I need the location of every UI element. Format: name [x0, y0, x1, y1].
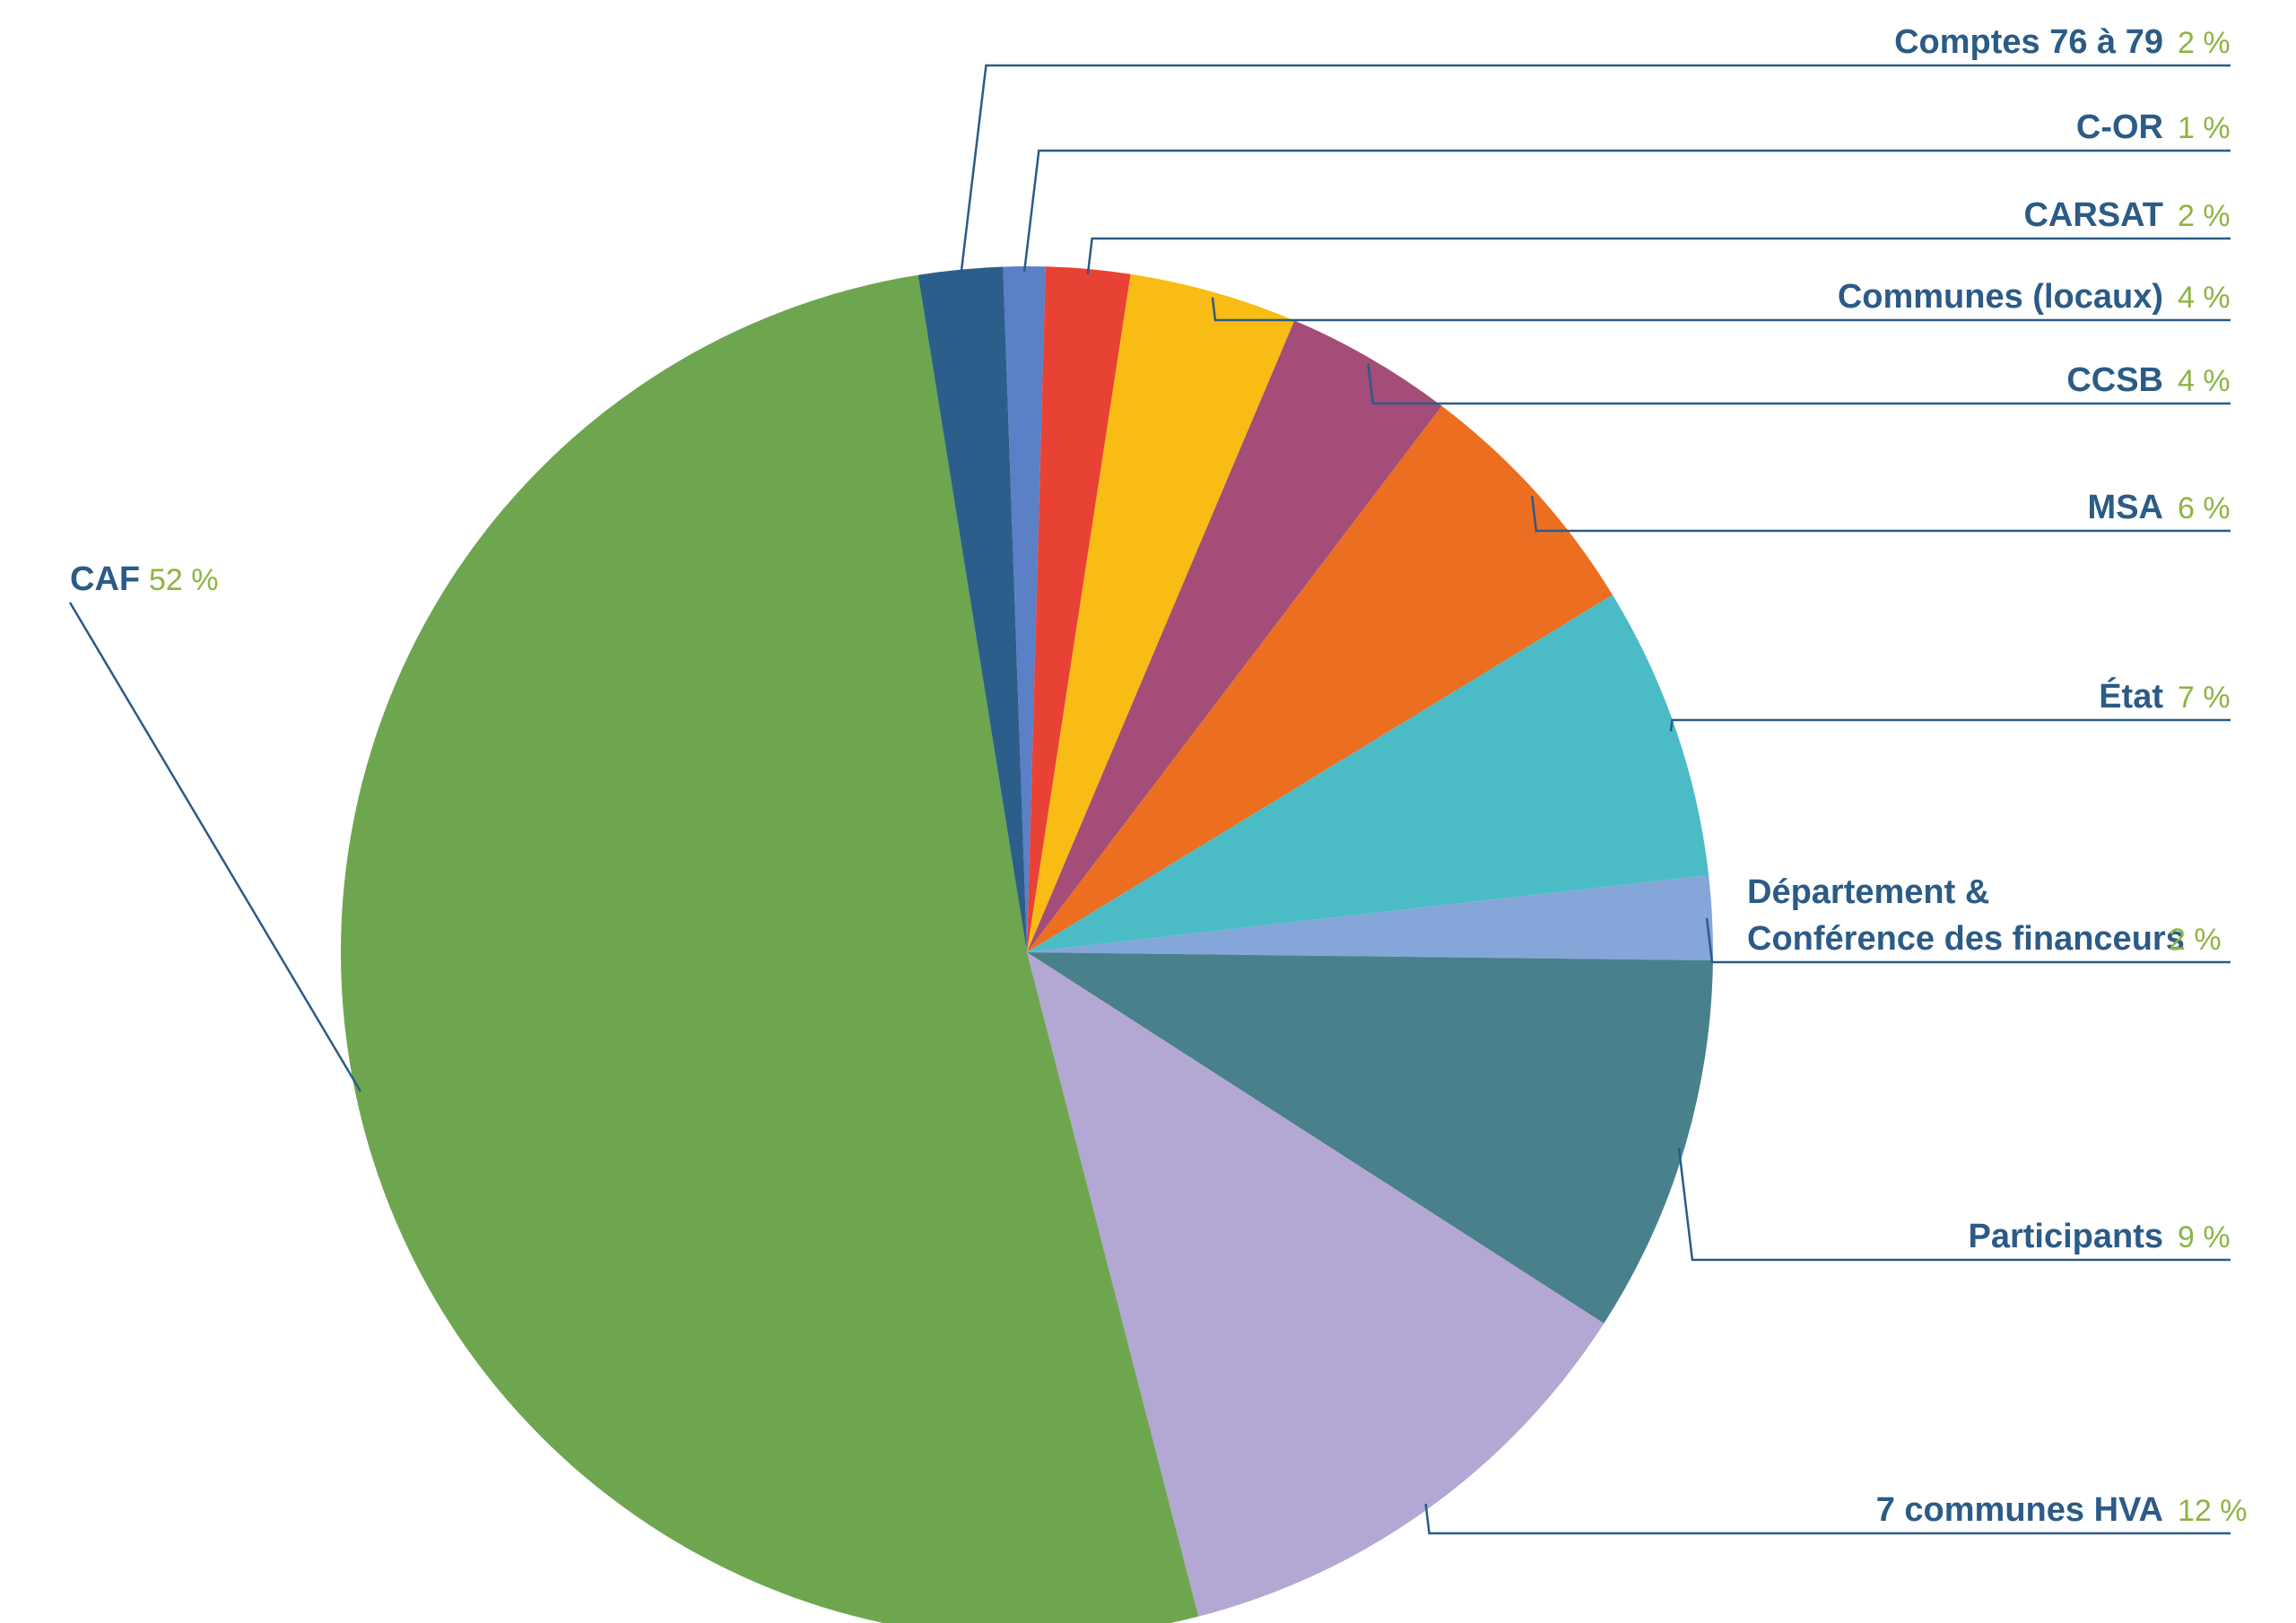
pie-slice-comptes-76-a-79 [918, 266, 1027, 952]
slice-value-7-communes-hva: 12 % [2178, 1494, 2248, 1528]
slice-value-communes-locaux: 4 % [2178, 281, 2231, 315]
leader-line-conference-des-financeurs [1705, 917, 2231, 964]
leader-line-ccsb [1367, 363, 2231, 405]
slice-label-participants: Participants [1968, 1218, 2163, 1255]
slice-value-carsat: 2 % [2178, 199, 2231, 233]
slice-label-msa: MSA [2088, 489, 2163, 526]
pie-slice-etat [1027, 595, 1709, 952]
slice-labels: C-OR 1 % CARSAT 2 % Communes (locaux) 4 % CCSB… [70, 23, 2248, 1529]
slice-label-ccsb: CCSB [2066, 361, 2163, 399]
pie-slices [341, 266, 1713, 1623]
pie-slice-caf [341, 274, 1199, 1623]
leader-lines [68, 64, 2231, 1535]
slice-label-caf: CAF [70, 560, 140, 598]
slice-value-etat: 7 % [2178, 681, 2231, 715]
slice-value-ccsb: 4 % [2178, 364, 2231, 398]
pie-slice-msa [1027, 405, 1613, 952]
pie-slice-carsat [1027, 266, 1131, 952]
leader-line-carsat [1086, 237, 2231, 275]
slice-label-etat: État [2099, 676, 2163, 716]
leader-line-communes-locaux [1211, 297, 2231, 322]
pie-slice-ccsb [1027, 320, 1442, 952]
leader-line-participants [1677, 1148, 2231, 1262]
slice-value-c-or: 1 % [2178, 111, 2231, 145]
slice-value-comptes-76-a-79: 2 % [2178, 26, 2231, 60]
slice-value-caf: 52 % [149, 563, 219, 597]
slice-value-conference-des-financeurs: 2 % [2169, 923, 2222, 957]
pie-slice-communes-locaux [1027, 273, 1295, 952]
leader-line-7-communes-hva [1424, 1503, 2231, 1535]
pie-slice-c-or [1003, 266, 1046, 953]
pie-slice-7-communes-hva [1027, 952, 1605, 1617]
leader-line-caf [68, 602, 362, 1092]
leader-line-msa [1530, 496, 2231, 533]
pie-slice-participants [1027, 952, 1713, 1324]
slice-label-communes-locaux: Communes (locaux) [1838, 278, 2163, 316]
slice-label-carsat: CARSAT [2023, 196, 2163, 234]
slice-label-line-2: Conférence des financeurs [1747, 920, 2185, 958]
leader-line-etat [1669, 718, 2231, 732]
leader-line-c-or [1022, 149, 2231, 273]
slice-label-7-communes-hva: 7 communes HVA [1876, 1491, 2163, 1529]
pie-slice-conference-des-financeurs [1027, 874, 1713, 960]
slice-label-comptes-76-a-79: Comptes 76 à 79 [1894, 23, 2163, 61]
slice-label-line-1: Département & [1747, 873, 1989, 911]
slice-value-msa: 6 % [2178, 491, 2231, 525]
slice-value-participants: 9 % [2178, 1220, 2231, 1254]
slice-label-c-or: C-OR [2076, 108, 2163, 146]
leader-line-comptes-76-a-79 [960, 64, 2231, 275]
